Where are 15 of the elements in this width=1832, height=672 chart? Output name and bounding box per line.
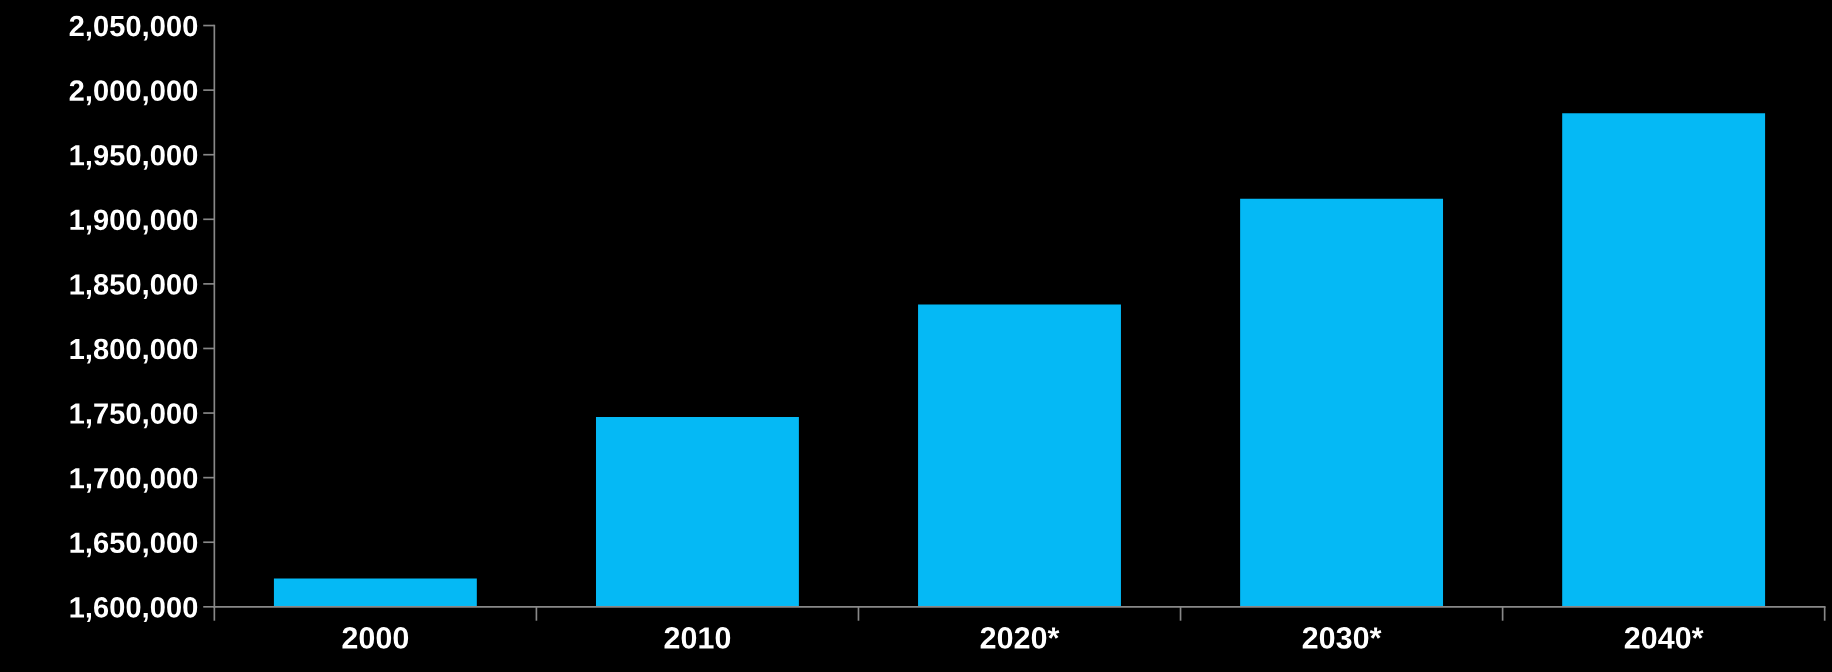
x-tick-label: 2010 xyxy=(664,627,731,649)
y-tick-label: 1,800,000 xyxy=(70,338,198,364)
y-tick-label: 1,700,000 xyxy=(70,467,198,493)
y-tick-label: 2,000,000 xyxy=(69,80,198,106)
y-tick-label: 1,600,000 xyxy=(70,597,198,622)
x-tick-label: 2020* xyxy=(980,627,1060,649)
y-tick-label: 1,850,000 xyxy=(70,274,198,299)
y-tick-label: 2,050,000 xyxy=(69,15,198,41)
x-tick-label: 2040* xyxy=(1624,627,1704,649)
y-tick-label: 1,750,000 xyxy=(70,403,198,429)
y-tick-label: 1,950,000 xyxy=(70,144,198,170)
x-tick-label: 2000 xyxy=(342,627,409,649)
x-tick-label: 2030* xyxy=(1302,627,1382,649)
y-tick-label: 1,900,000 xyxy=(70,209,198,235)
y-tick-label: 1,650,000 xyxy=(70,532,198,558)
